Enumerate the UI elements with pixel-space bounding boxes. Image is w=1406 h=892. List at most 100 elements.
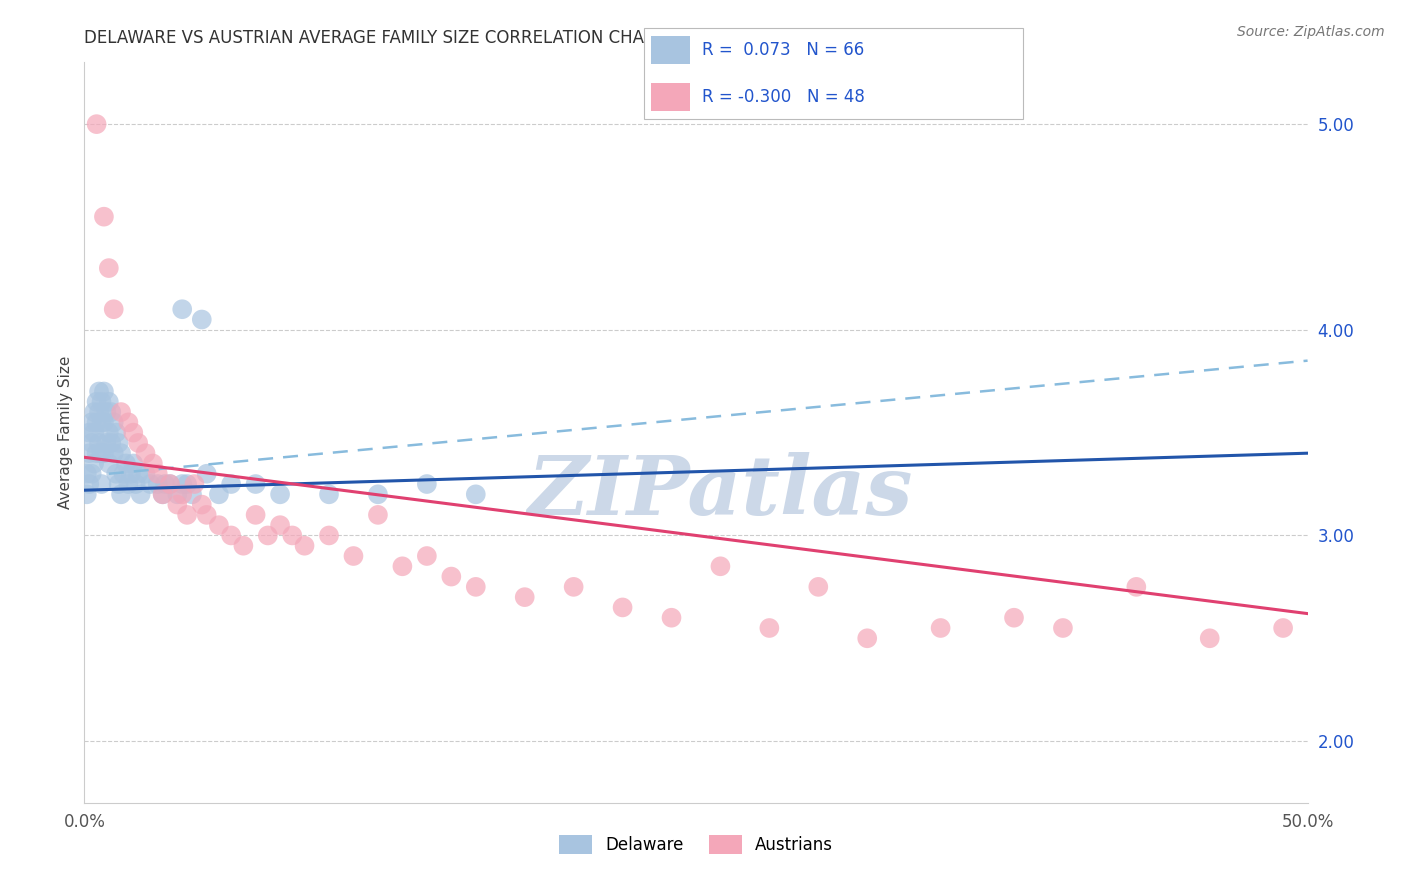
Point (166, 487, 188, 501)
Point (135, 446, 157, 460)
Point (90, 477, 112, 491)
Point (367, 487, 389, 501)
Point (232, 539, 254, 553)
Point (856, 632, 879, 646)
Point (97, 394, 120, 409)
Point (115, 457, 138, 471)
Point (159, 477, 181, 491)
Point (269, 518, 291, 533)
Point (93, 446, 115, 460)
Point (80, 415, 103, 429)
Point (117, 477, 139, 491)
Point (562, 580, 585, 594)
Point (146, 477, 169, 491)
Point (152, 487, 174, 501)
Point (464, 580, 486, 594)
Point (464, 487, 486, 501)
Point (612, 600, 634, 615)
Point (87, 405, 110, 419)
Point (83, 457, 105, 471)
Point (97, 457, 120, 471)
Point (195, 508, 218, 522)
Point (416, 477, 439, 491)
Point (86, 415, 108, 429)
Point (1198, 632, 1220, 646)
FancyBboxPatch shape (651, 36, 690, 64)
Point (1002, 610, 1025, 624)
Point (342, 549, 364, 563)
Point (100, 405, 122, 419)
Point (191, 312, 214, 326)
Point (139, 477, 162, 491)
Point (120, 467, 142, 481)
Text: DELAWARE VS AUSTRIAN AVERAGE FAMILY SIZE CORRELATION CHART: DELAWARE VS AUSTRIAN AVERAGE FAMILY SIZE… (84, 29, 665, 47)
Point (76, 487, 98, 501)
Text: R = -0.300   N = 48: R = -0.300 N = 48 (702, 88, 865, 106)
Point (172, 487, 194, 501)
Point (391, 559, 413, 574)
Point (103, 446, 125, 460)
Point (80, 436, 103, 450)
Y-axis label: Average Family Size: Average Family Size (58, 356, 73, 509)
Text: R =  0.073   N = 66: R = 0.073 N = 66 (702, 41, 863, 59)
Point (122, 425, 145, 440)
Point (87, 436, 110, 450)
Point (142, 457, 165, 471)
Point (86, 394, 108, 409)
Point (103, 302, 125, 317)
Point (367, 508, 389, 522)
Point (96, 436, 118, 450)
Point (758, 621, 780, 635)
Point (80, 467, 103, 481)
Point (281, 528, 304, 542)
Point (172, 302, 194, 317)
Point (100, 436, 122, 450)
Point (709, 559, 731, 574)
Point (107, 477, 129, 491)
Point (129, 487, 152, 501)
Point (105, 425, 128, 440)
Point (661, 610, 683, 624)
Point (257, 528, 280, 542)
Point (219, 477, 242, 491)
Point (440, 569, 463, 583)
Text: Source: ZipAtlas.com: Source: ZipAtlas.com (1237, 25, 1385, 39)
Point (105, 467, 128, 481)
Point (110, 405, 132, 419)
Point (153, 477, 176, 491)
Point (90, 394, 112, 409)
Point (245, 508, 267, 522)
Point (83, 425, 105, 440)
Point (77, 446, 100, 460)
Point (86, 117, 108, 131)
Point (166, 498, 188, 512)
Point (195, 467, 218, 481)
Point (176, 508, 198, 522)
Point (77, 477, 100, 491)
Point (1272, 621, 1295, 635)
Point (208, 518, 231, 533)
Text: ZIPatlas: ZIPatlas (527, 452, 912, 532)
Point (807, 580, 830, 594)
Point (191, 498, 214, 512)
Point (77, 425, 100, 440)
Point (245, 477, 267, 491)
Point (318, 528, 340, 542)
Point (103, 415, 125, 429)
Point (176, 477, 198, 491)
Point (110, 487, 132, 501)
Point (83, 405, 105, 419)
Point (135, 467, 157, 481)
Point (117, 415, 139, 429)
Point (172, 477, 194, 491)
Point (127, 436, 149, 450)
Point (107, 436, 129, 450)
Point (110, 446, 132, 460)
Point (208, 487, 231, 501)
Point (112, 467, 135, 481)
Point (1125, 580, 1147, 594)
Point (122, 457, 145, 471)
Legend: Delaware, Austrians: Delaware, Austrians (553, 829, 839, 861)
Point (181, 487, 204, 501)
Point (219, 528, 242, 542)
